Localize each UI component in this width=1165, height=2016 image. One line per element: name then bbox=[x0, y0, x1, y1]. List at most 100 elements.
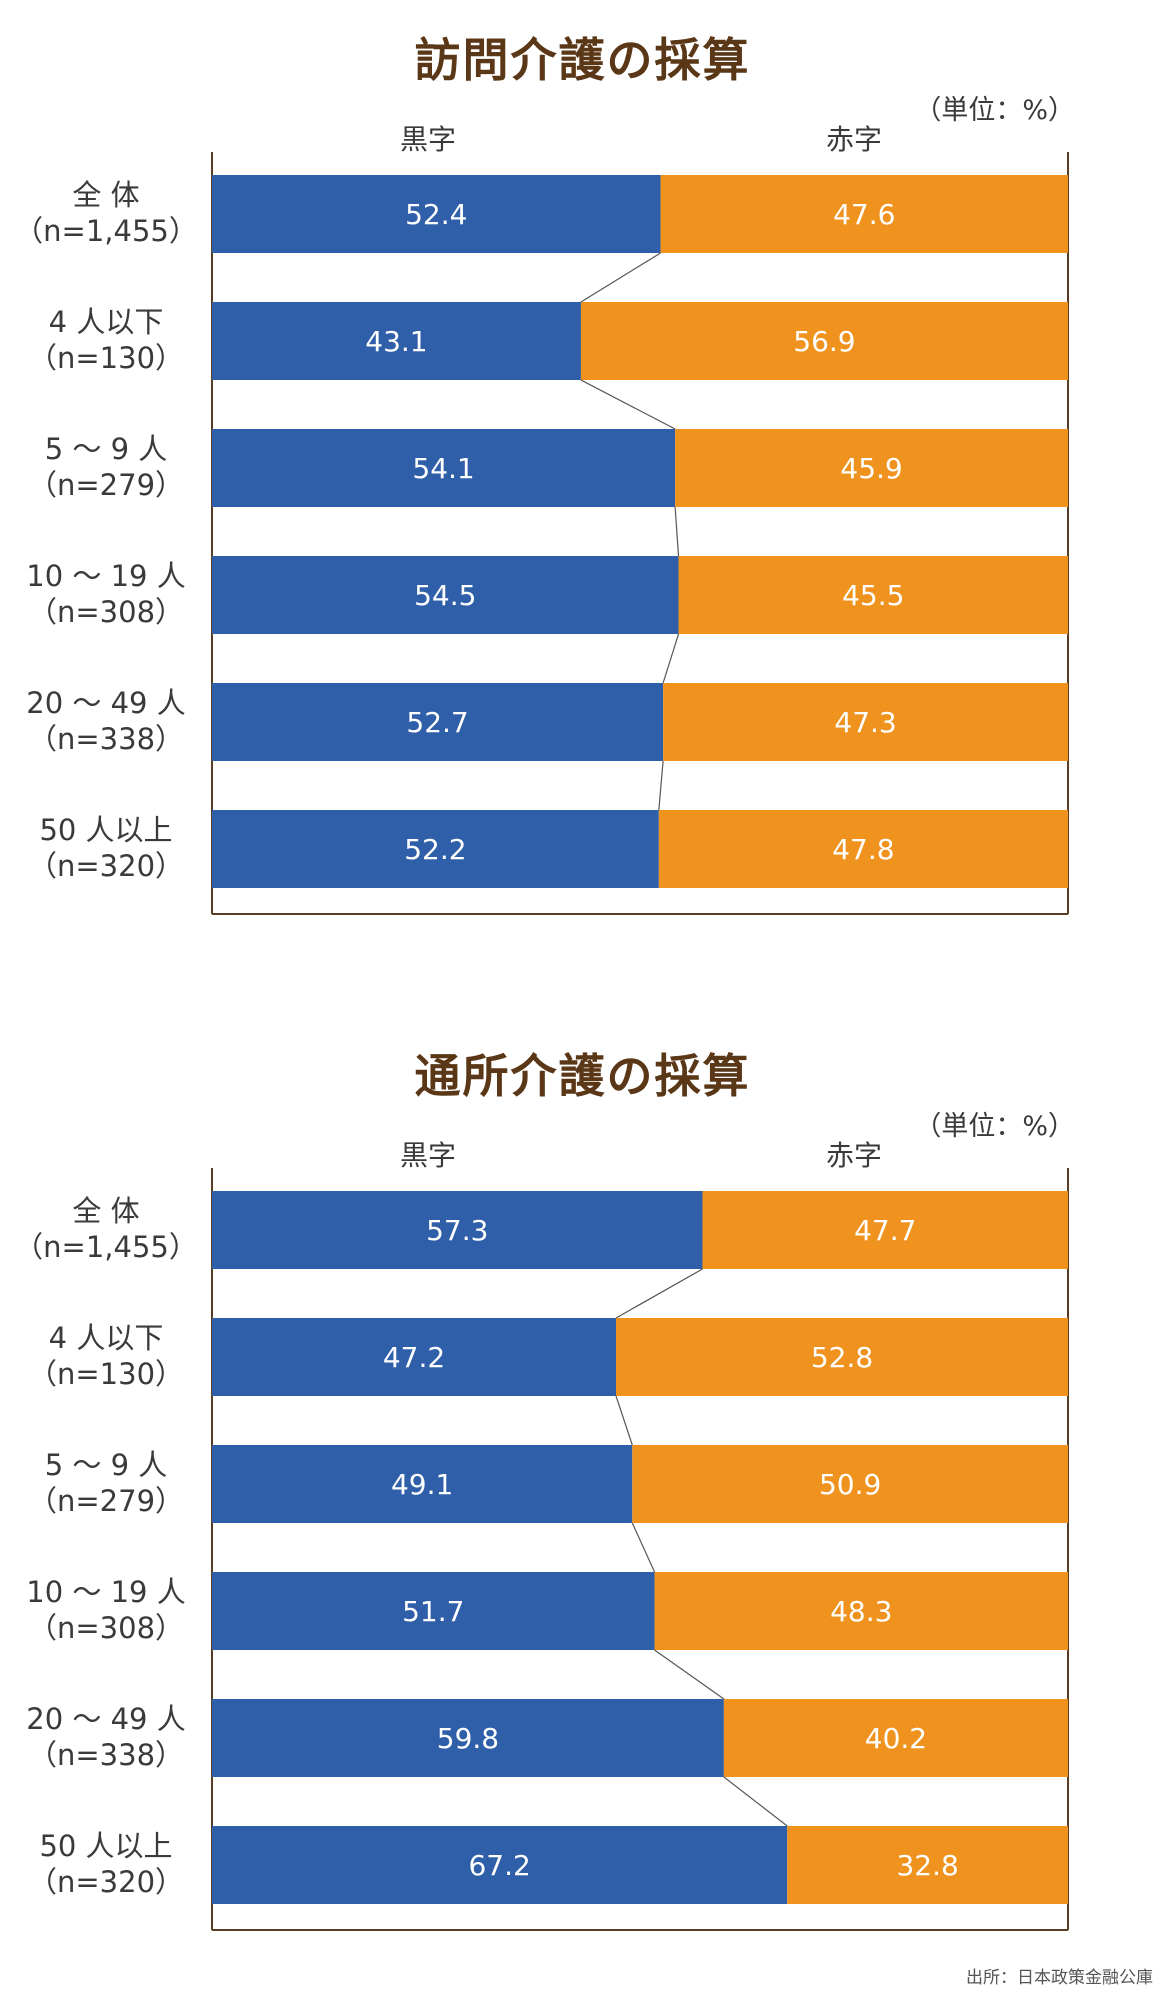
bar-black-2 bbox=[212, 1445, 633, 1523]
category-name: 4 人以下 bbox=[48, 1321, 164, 1355]
category-n: （n=320） bbox=[27, 1865, 185, 1899]
legend-red: 赤字 bbox=[826, 1139, 883, 1172]
value-label-red-4: 47.3 bbox=[834, 706, 896, 739]
bar-black-5 bbox=[212, 810, 659, 888]
category-name: 20 〜 49 人 bbox=[26, 686, 186, 720]
plot-area: 52.4 47.6 43.1 56.9 54.1 45.9 54.5 45.5 52.7 47.3… bbox=[211, 152, 1069, 915]
value-label-black-4: 52.7 bbox=[406, 706, 468, 739]
bar-red-1 bbox=[616, 1318, 1068, 1396]
category-name: 10 〜 19 人 bbox=[26, 559, 186, 593]
bar-black-4 bbox=[212, 683, 664, 761]
bar-black-0 bbox=[212, 175, 661, 253]
connector-line-1 bbox=[615, 1395, 633, 1446]
value-label-black-2: 49.1 bbox=[391, 1468, 453, 1501]
connector-line-1 bbox=[580, 379, 676, 430]
category-n: （n=279） bbox=[27, 468, 185, 502]
value-label-black-5: 67.2 bbox=[468, 1849, 530, 1882]
category-label-2: 5 〜 9 人（n=279） bbox=[6, 431, 206, 503]
category-name: 4 人以下 bbox=[48, 305, 164, 339]
bar-red-2 bbox=[632, 1445, 1068, 1523]
connector-line-3 bbox=[662, 633, 680, 684]
source-note: 出所：日本政策金融公庫 bbox=[966, 1968, 1153, 1988]
connector-line-4 bbox=[658, 760, 664, 811]
value-label-black-2: 54.1 bbox=[412, 452, 474, 485]
connector-line-4 bbox=[723, 1776, 788, 1827]
bar-red-1 bbox=[580, 302, 1068, 380]
category-n: （n=320） bbox=[27, 849, 185, 883]
bar-black-3 bbox=[212, 556, 679, 634]
value-label-red-1: 52.8 bbox=[811, 1341, 873, 1374]
connector-line-2 bbox=[674, 506, 680, 557]
value-label-red-3: 45.5 bbox=[842, 579, 904, 612]
connector-line-3 bbox=[654, 1649, 725, 1700]
value-label-red-3: 48.3 bbox=[830, 1595, 892, 1628]
category-name: 50 人以上 bbox=[39, 813, 173, 847]
value-label-black-0: 52.4 bbox=[405, 198, 467, 231]
bar-black-1 bbox=[212, 1318, 617, 1396]
bar-black-4 bbox=[212, 1699, 724, 1777]
bar-red-0 bbox=[702, 1191, 1068, 1269]
bar-red-0 bbox=[660, 175, 1068, 253]
bar-red-3 bbox=[678, 556, 1068, 634]
value-label-black-3: 51.7 bbox=[402, 1595, 464, 1628]
legend-black: 黒字 bbox=[400, 123, 457, 156]
category-label-0: 全 体（n=1,455） bbox=[6, 1193, 206, 1265]
chart-title: 訪問介護の採算 bbox=[414, 33, 751, 87]
connector-line-0 bbox=[615, 1268, 703, 1319]
unit-label: （単位：%） bbox=[914, 1111, 1075, 1142]
bar-red-4 bbox=[723, 1699, 1068, 1777]
connector-line-0 bbox=[580, 252, 661, 303]
value-label-red-0: 47.6 bbox=[833, 198, 895, 231]
category-n: （n=1,455） bbox=[14, 1230, 198, 1264]
value-label-black-0: 57.3 bbox=[426, 1214, 488, 1247]
bar-red-5 bbox=[658, 810, 1068, 888]
category-label-0: 全 体（n=1,455） bbox=[6, 177, 206, 249]
category-name: 20 〜 49 人 bbox=[26, 1702, 186, 1736]
legend-black: 黒字 bbox=[400, 1139, 457, 1172]
value-label-black-1: 47.2 bbox=[383, 1341, 445, 1374]
chart-day-care: 通所介護の採算 （単位：%） 黒字 赤字 57.3 47.7 47.2 52.8 49.… bbox=[0, 1016, 1165, 2016]
category-name: 全 体 bbox=[72, 178, 140, 212]
value-label-red-2: 50.9 bbox=[819, 1468, 881, 1501]
bar-black-1 bbox=[212, 302, 581, 380]
bar-red-5 bbox=[787, 1826, 1068, 1904]
category-n: （n=308） bbox=[27, 1611, 185, 1645]
category-label-1: 4 人以下 （n=130） bbox=[6, 304, 206, 376]
value-label-red-5: 47.8 bbox=[832, 833, 894, 866]
category-label-4: 20 〜 49 人（n=338） bbox=[6, 685, 206, 757]
category-n: （n=338） bbox=[27, 722, 185, 756]
value-label-red-1: 56.9 bbox=[793, 325, 855, 358]
category-label-3: 10 〜 19 人（n=308） bbox=[6, 1574, 206, 1646]
legend-red: 赤字 bbox=[826, 123, 883, 156]
bar-black-5 bbox=[212, 1826, 788, 1904]
value-label-red-5: 32.8 bbox=[896, 1849, 958, 1882]
category-name: 50 人以上 bbox=[39, 1829, 173, 1863]
category-name: 5 〜 9 人 bbox=[44, 1448, 168, 1482]
bar-red-3 bbox=[654, 1572, 1068, 1650]
value-label-black-4: 59.8 bbox=[437, 1722, 499, 1755]
category-label-5: 50 人以上 （n=320） bbox=[6, 812, 206, 884]
value-label-black-5: 52.2 bbox=[404, 833, 466, 866]
category-label-4: 20 〜 49 人（n=338） bbox=[6, 1701, 206, 1773]
category-n: （n=308） bbox=[27, 595, 185, 629]
category-label-3: 10 〜 19 人（n=308） bbox=[6, 558, 206, 630]
category-n: （n=338） bbox=[27, 1738, 185, 1772]
chart-home-care: 訪問介護の採算 （単位：%） 黒字 赤字 52.4 47.6 43.1 56.9 54.… bbox=[0, 0, 1165, 1000]
value-label-red-4: 40.2 bbox=[865, 1722, 927, 1755]
category-name: 10 〜 19 人 bbox=[26, 1575, 186, 1609]
category-label-1: 4 人以下 （n=130） bbox=[6, 1320, 206, 1392]
plot-area: 57.3 47.7 47.2 52.8 49.1 50.9 51.7 48.3 59.8 40.2… bbox=[211, 1168, 1069, 1931]
category-n: （n=130） bbox=[27, 341, 185, 375]
value-label-red-0: 47.7 bbox=[854, 1214, 916, 1247]
chart-title: 通所介護の採算 bbox=[414, 1049, 751, 1103]
bar-red-4 bbox=[663, 683, 1068, 761]
unit-label: （単位：%） bbox=[914, 95, 1075, 126]
value-label-black-1: 43.1 bbox=[365, 325, 427, 358]
category-label-5: 50 人以上 （n=320） bbox=[6, 1828, 206, 1900]
bar-red-2 bbox=[675, 429, 1068, 507]
category-label-2: 5 〜 9 人（n=279） bbox=[6, 1447, 206, 1519]
connector-line-2 bbox=[631, 1522, 656, 1573]
category-n: （n=1,455） bbox=[14, 214, 198, 248]
value-label-black-3: 54.5 bbox=[414, 579, 476, 612]
category-name: 全 体 bbox=[72, 1194, 140, 1228]
